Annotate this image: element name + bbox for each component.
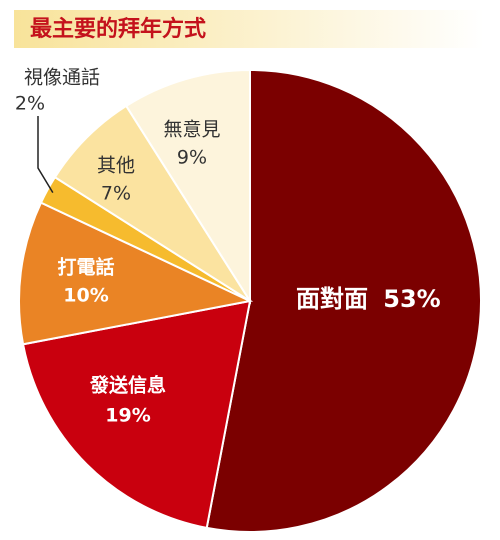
slice-label: 打電話 [57, 256, 114, 279]
slice-label: 其他 [97, 155, 135, 177]
pie-slice [18, 201, 254, 346]
title-band [14, 10, 484, 48]
value-label: 7% [101, 183, 131, 205]
value-label: 53% [383, 285, 440, 313]
pie-slice [53, 104, 251, 302]
slice-label: 面對面 [296, 285, 368, 313]
chart-title: 最主要的拜年方式 [30, 16, 206, 42]
value-label: 9% [177, 147, 207, 169]
value-label: 19% [105, 405, 150, 427]
slice-label: 無意見 [163, 119, 220, 141]
slice-label: 視像通話 [24, 67, 100, 89]
pie-slice [21, 299, 252, 530]
pie-slice [124, 68, 251, 305]
value-label: 10% [63, 285, 108, 307]
pie-slice [205, 68, 482, 533]
slice-label: 發送信息 [89, 374, 166, 397]
value-label: 2% [15, 93, 45, 115]
leader-line [37, 116, 54, 193]
